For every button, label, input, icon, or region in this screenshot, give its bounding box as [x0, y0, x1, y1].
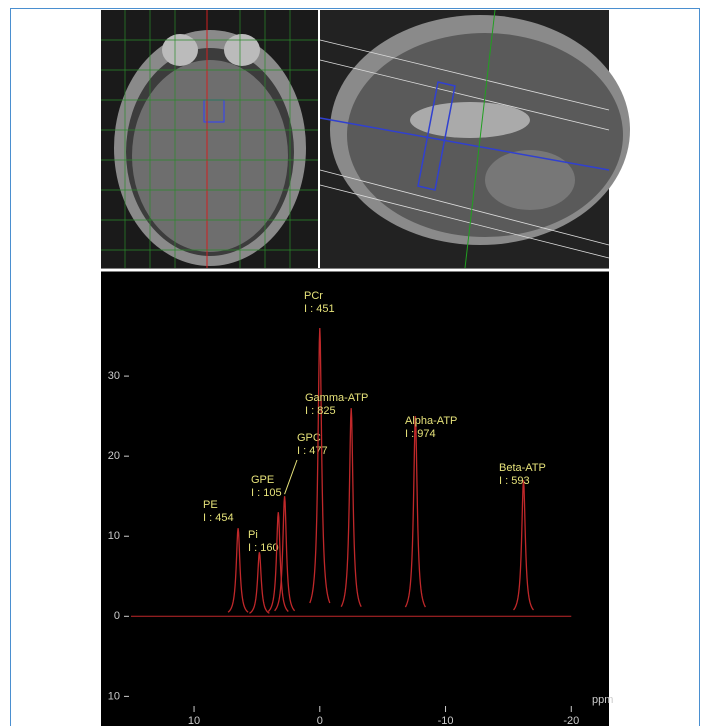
peak-name: Pi [248, 529, 258, 541]
peak-label: I : 593 [499, 475, 530, 487]
peak-label: I : 451 [304, 303, 335, 315]
peak-name: Alpha-ATP [405, 415, 457, 427]
x-axis-label: ppm [592, 694, 613, 706]
peak-label: I : 160 [248, 542, 279, 554]
y-tick-label: 30 [108, 370, 120, 382]
y-tick-label: 10 [108, 530, 120, 542]
page: ppm 10 10 20 30 0 10 0 -10 -20 PEI : 454 PiI : 160… [0, 0, 704, 726]
x-tick-label: 10 [188, 715, 200, 726]
peak-label: I : 105 [251, 487, 282, 499]
peak-name: Gamma-ATP [305, 392, 368, 404]
peak-label: I : 477 [297, 445, 328, 457]
peak-name: PCr [304, 290, 323, 302]
peak-name: PE [203, 499, 218, 511]
y-tick-label: 10 [108, 690, 120, 702]
sagittal-mri [320, 10, 630, 268]
peak-name: Beta-ATP [499, 462, 546, 474]
peak-label: I : 825 [305, 405, 336, 417]
x-tick-label: -10 [438, 715, 454, 726]
peak-name: GPE [251, 474, 274, 486]
axial-mri [101, 10, 318, 268]
peak-name: GPC [297, 432, 321, 444]
peak-label: I : 974 [405, 428, 436, 440]
x-tick-label: -20 [563, 715, 579, 726]
x-tick-label: 0 [317, 715, 323, 726]
figure: ppm 10 10 20 30 0 10 0 -10 -20 PEI : 454 PiI : 160… [0, 0, 704, 726]
peak-label: I : 454 [203, 512, 234, 524]
y-tick-label: 0 [114, 610, 120, 622]
y-tick-label: 20 [108, 450, 120, 462]
